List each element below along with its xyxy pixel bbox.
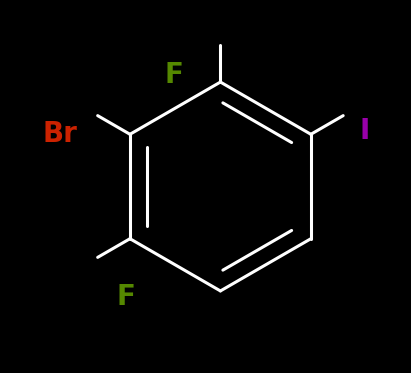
Text: Br: Br bbox=[43, 120, 78, 148]
Text: F: F bbox=[117, 283, 136, 311]
Text: I: I bbox=[359, 116, 369, 145]
Text: F: F bbox=[164, 60, 183, 89]
